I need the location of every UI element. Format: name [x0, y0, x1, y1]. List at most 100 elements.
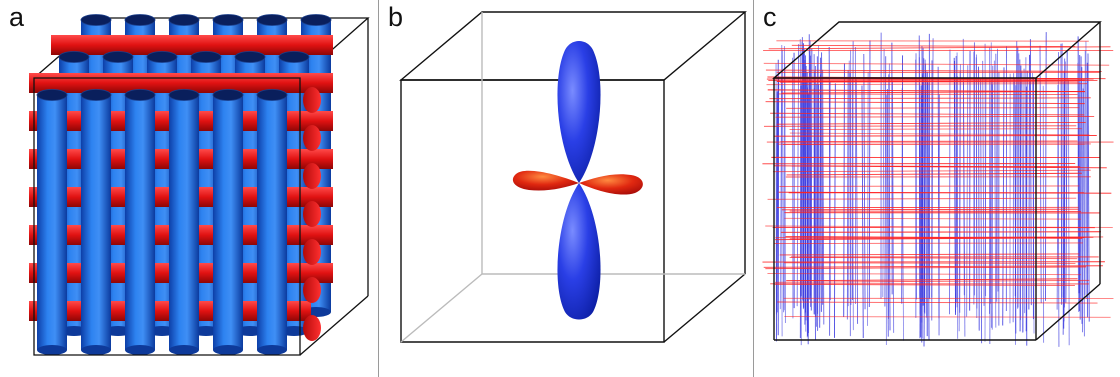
blue-lobe-top — [557, 41, 601, 183]
panel-c: c — [754, 0, 1120, 377]
blue-line — [833, 83, 836, 338]
red-line — [791, 44, 1076, 48]
cylinder-base — [213, 345, 243, 355]
red-line — [781, 208, 1079, 211]
red-rod-end — [303, 201, 321, 227]
blue-line — [920, 89, 923, 338]
cylinder-cap — [168, 89, 200, 101]
red-line — [766, 83, 1088, 86]
cylinder-lattice-canvas — [29, 14, 370, 356]
panel-label-c: c — [763, 2, 777, 32]
cylinder-cap — [278, 51, 310, 63]
blue-line — [921, 46, 924, 306]
blue-lobe-bottom — [557, 183, 601, 320]
blue-line — [819, 74, 821, 328]
panel-a: a — [0, 0, 378, 377]
wireframe-cube — [772, 21, 1102, 341]
red-line — [765, 101, 1085, 105]
red-line — [789, 132, 1090, 136]
cylinder-cap — [36, 89, 68, 101]
red-line — [780, 231, 1101, 233]
blue-line — [1082, 88, 1084, 333]
red-line — [784, 217, 1081, 220]
blue-cylinder — [125, 95, 155, 350]
red-line — [784, 262, 1076, 264]
cylinder-cap — [256, 89, 288, 101]
cylinder-cap — [300, 14, 332, 26]
red-line — [789, 128, 1082, 130]
blue-line — [923, 63, 926, 313]
cylinder-base — [125, 345, 155, 355]
blue-line — [781, 49, 785, 313]
red-line — [786, 107, 1080, 109]
blue-line — [966, 65, 969, 317]
cylinder-cap — [212, 14, 244, 26]
lobe-group — [512, 41, 643, 320]
red-lobe-left — [512, 170, 579, 191]
red-line — [786, 172, 1082, 176]
red-rod-end — [303, 163, 321, 189]
blue-line — [847, 60, 850, 307]
red-line — [785, 235, 1083, 239]
blue-line — [855, 79, 859, 324]
red-line — [765, 69, 1102, 72]
red-line — [780, 140, 1078, 143]
red-line — [763, 62, 1110, 66]
red-line — [775, 115, 1095, 118]
red-line — [786, 278, 1078, 282]
red-line — [767, 197, 1077, 200]
cylinder-cap — [124, 89, 156, 101]
panel-b: b — [379, 0, 753, 377]
blue-cylinder — [37, 95, 67, 350]
red-line — [778, 191, 1112, 194]
red-line — [773, 135, 1097, 137]
blue-line — [775, 91, 778, 342]
blue-line — [995, 53, 998, 302]
red-line — [770, 112, 1085, 116]
red-lobe-right — [579, 174, 643, 195]
red-line — [778, 93, 1078, 96]
red-line — [777, 301, 1098, 304]
cylinder-cap — [256, 14, 288, 26]
red-line — [763, 125, 1077, 127]
blue-cylinder — [213, 95, 243, 350]
red-line — [772, 169, 1091, 173]
red-line — [776, 122, 1086, 125]
blue-cylinder — [81, 95, 111, 350]
cylinder-cap — [80, 89, 112, 101]
red-rod-end — [303, 125, 321, 151]
blue-line — [784, 63, 786, 324]
blue-line — [925, 70, 928, 318]
blue-line — [1002, 67, 1005, 326]
red-line — [768, 46, 1111, 50]
red-rod-end — [303, 87, 321, 113]
red-line — [774, 283, 1075, 287]
blue-line — [989, 80, 992, 345]
cube-edge — [299, 295, 369, 356]
blue-line — [846, 70, 849, 320]
line-network — [762, 32, 1114, 347]
red-line — [791, 165, 1081, 168]
blue-line — [1079, 56, 1082, 320]
blue-line — [982, 60, 985, 306]
blue-line — [861, 85, 864, 339]
cylinder-lattice — [29, 14, 370, 356]
blue-line — [959, 64, 961, 313]
blue-line — [1021, 71, 1024, 333]
blue-line — [993, 60, 997, 328]
red-line — [765, 266, 1087, 270]
panel-label-a: a — [9, 2, 25, 32]
cylinder-cap — [190, 51, 222, 63]
blue-line — [984, 78, 987, 342]
orientation-lobes-canvas — [399, 11, 747, 343]
blue-line — [996, 48, 999, 292]
blue-line — [955, 55, 958, 303]
red-line — [768, 78, 1094, 81]
red-line — [767, 273, 1081, 276]
blue-line — [1087, 53, 1090, 322]
red-line — [789, 256, 1078, 260]
blue-line — [1024, 57, 1027, 314]
cylinder-base — [37, 345, 67, 355]
cylinder-base — [169, 345, 199, 355]
blue-line — [888, 63, 890, 319]
